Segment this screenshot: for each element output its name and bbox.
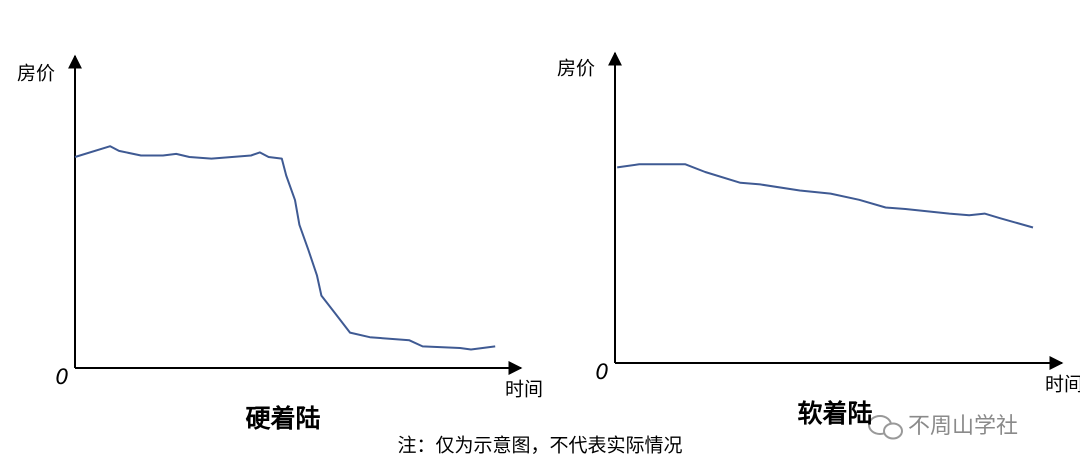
y-tick-label: 0 xyxy=(595,360,608,384)
line xyxy=(617,163,1034,229)
x-axis-label: 时间 xyxy=(505,379,543,401)
watermark-text: 不周山学社 xyxy=(908,414,1018,439)
line xyxy=(74,145,496,351)
chart-title: 硬着陆 xyxy=(245,404,320,433)
x-axis-label: 时间 xyxy=(1045,374,1080,396)
chart-title: 软着陆 xyxy=(797,399,872,428)
watermark-icon xyxy=(883,422,903,440)
y-axis-label: 房价 xyxy=(17,63,55,85)
y-axis-label: 房价 xyxy=(557,58,595,80)
y-tick-label: 0 xyxy=(55,365,68,389)
watermark: 不周山学社 xyxy=(868,414,1018,440)
note: 注：仅为示意图，不代表实际情况 xyxy=(397,435,682,457)
